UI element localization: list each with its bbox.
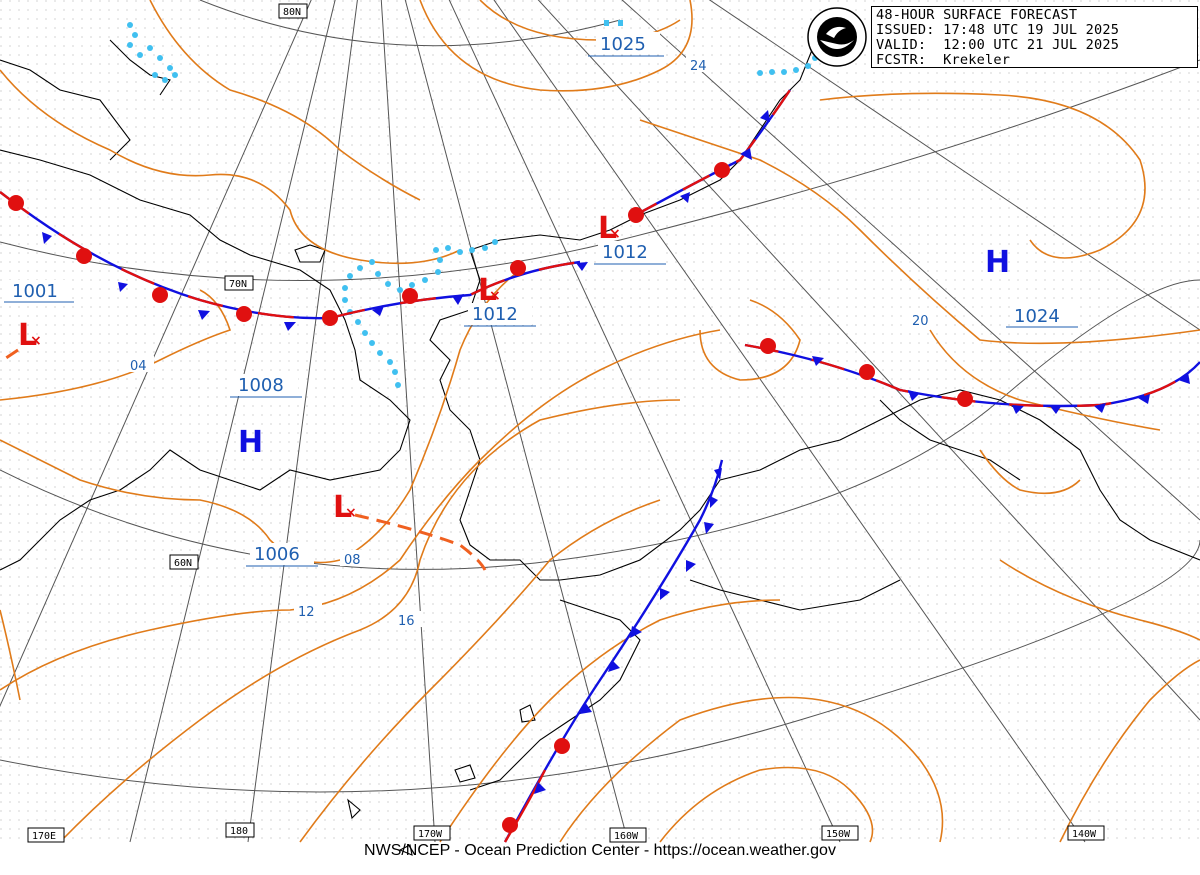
pressure-label-1012-center: 1012 — [472, 304, 518, 325]
fine-grid-dots — [0, 0, 1200, 842]
high-symbol-west: H — [238, 425, 263, 460]
low-symbol-south: L — [333, 490, 352, 525]
lat-80n-label: 80N — [283, 7, 301, 18]
front-south — [502, 459, 724, 843]
isobar-label-24: 24 — [690, 59, 707, 74]
pressure-labels: 1025 1001 1008 1006 1012 1012 1024 — [4, 32, 1078, 567]
lon-180-label: 180 — [230, 826, 248, 837]
ice-edge — [127, 20, 818, 388]
header-valid: VALID: 12:00 UTC 21 JUL 2025 — [876, 37, 1120, 53]
lon-170w-label: 170W — [418, 829, 443, 840]
noaa-logo — [807, 7, 867, 67]
isobar-label-12: 12 — [298, 605, 315, 620]
front-east — [744, 338, 1200, 414]
front-north — [0, 89, 791, 331]
pressure-label-1008: 1008 — [238, 375, 284, 396]
parallels — [0, 0, 1200, 793]
forecast-header: 48-HOUR SURFACE FORECAST ISSUED: 17:48 U… — [871, 6, 1198, 68]
pressure-label-1001: 1001 — [12, 281, 58, 302]
pressure-label-1025: 1025 — [600, 34, 646, 55]
lat-60n-label: 60N — [174, 558, 192, 569]
low-center-x-west: × — [30, 333, 42, 349]
lat-70n-label: 70N — [229, 279, 247, 290]
pressure-centers: H H L × L × L × L × — [18, 211, 1010, 525]
isobar-label-08: 08 — [344, 553, 361, 568]
lon-160w-label: 160W — [614, 831, 639, 842]
low-symbol-northeast: L — [598, 211, 617, 246]
lon-140w-label: 140W — [1072, 829, 1097, 840]
pressure-label-1024: 1024 — [1014, 306, 1060, 327]
low-center-x-center: × — [489, 288, 501, 304]
isobar-label-04: 04 — [130, 359, 147, 374]
footer-credit: NWS/NCEP - Ocean Prediction Center - htt… — [364, 842, 836, 859]
header-forecaster: FCSTR: Krekeler — [876, 52, 1011, 68]
isobars — [0, 0, 1200, 843]
lon-170e-label: 170E — [32, 831, 56, 842]
header-title: 48-HOUR SURFACE FORECAST — [876, 7, 1078, 23]
meridians — [0, 0, 1200, 843]
coastlines — [0, 9, 1200, 856]
grid-labels: 80N 70N 60N 170E 180 170W 160W 150W 140W — [27, 3, 1105, 843]
pressure-label-1012-northeast: 1012 — [602, 242, 648, 263]
low-center-x-northeast: × — [609, 226, 621, 242]
isobar-labels: 04 08 12 16 20 24 — [126, 56, 936, 629]
header-issued: ISSUED: 17:48 UTC 19 JUL 2025 — [876, 22, 1120, 38]
low-center-x-south: × — [345, 505, 357, 521]
isobar-label-20: 20 — [912, 314, 929, 329]
high-symbol-east: H — [985, 245, 1010, 280]
low-symbol-center: L — [478, 273, 497, 308]
low-symbol-west: L — [18, 318, 37, 353]
isobar-label-16: 16 — [398, 614, 415, 629]
troughs — [0, 348, 487, 571]
pressure-label-1006: 1006 — [254, 544, 300, 565]
lon-150w-label: 150W — [826, 829, 851, 840]
